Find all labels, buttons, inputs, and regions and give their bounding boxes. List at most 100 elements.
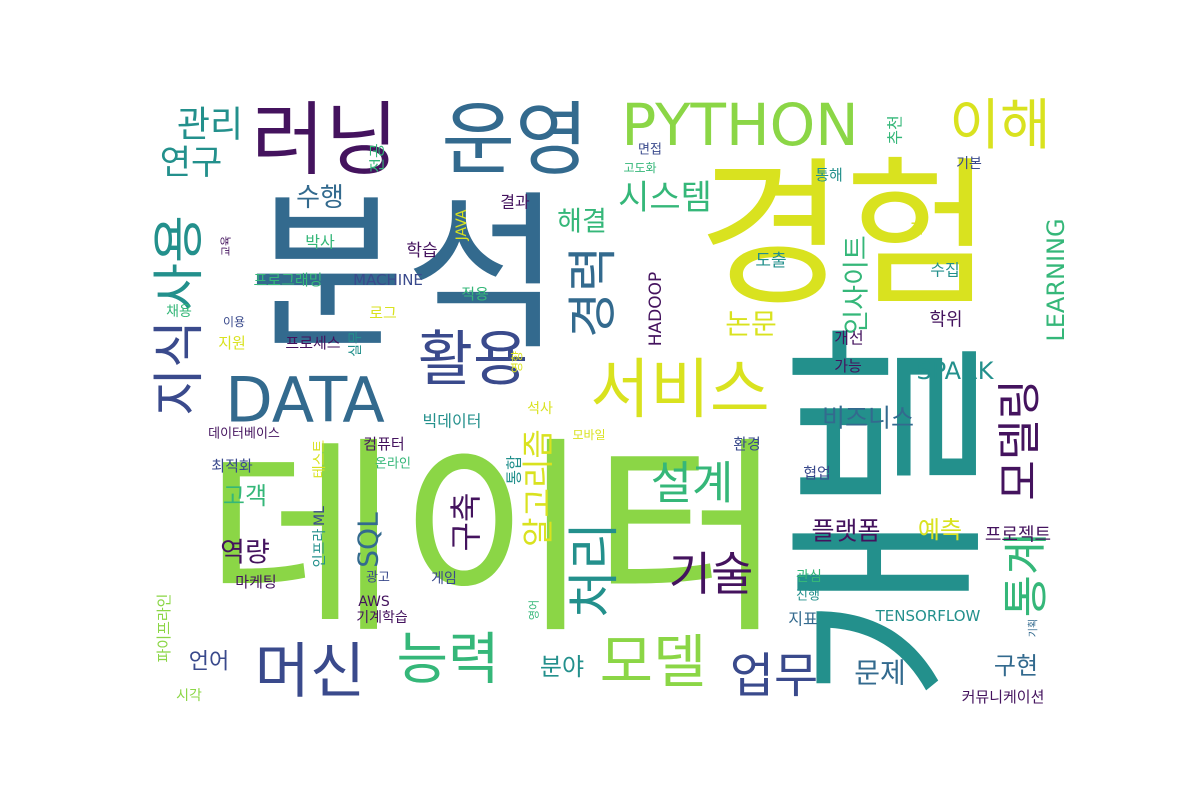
- word-76: 데이터베이스: [208, 427, 280, 442]
- word-81: 모바일: [572, 428, 605, 442]
- word-53: 도출: [755, 251, 786, 271]
- word-9: DATA: [225, 364, 385, 437]
- word-29: 수행: [296, 183, 344, 213]
- word-80: 온라인: [375, 457, 411, 472]
- word-47: 박사: [305, 233, 335, 252]
- word-28: 해결: [557, 207, 607, 238]
- word-7: PYTHON: [621, 91, 858, 159]
- word-95: 지표: [788, 610, 817, 629]
- word-13: 사용: [150, 215, 210, 311]
- word-100: 커뮤니케이션: [962, 688, 1045, 706]
- word-24: 통계: [999, 533, 1053, 618]
- word-60: 면접: [638, 143, 662, 158]
- word-16: 연구: [160, 143, 223, 183]
- word-69: 프로세스: [285, 334, 340, 352]
- word-11: 서비스: [590, 353, 769, 428]
- word-70: 로그: [369, 304, 397, 322]
- word-34: 논문: [725, 308, 777, 341]
- word-66: 채용: [166, 304, 192, 320]
- word-88: 광고: [366, 571, 390, 586]
- word-41: 프로젝트: [985, 525, 1051, 546]
- word-15: 관리: [177, 105, 243, 146]
- word-38: 비즈니스: [822, 404, 914, 433]
- word-82: 통합: [505, 455, 524, 485]
- word-12: 지식: [150, 320, 210, 416]
- word-18: 머신: [255, 637, 365, 707]
- word-3: 분석: [249, 176, 562, 374]
- word-83: 환경: [733, 435, 761, 453]
- word-36: LEARNING: [1042, 218, 1070, 341]
- word-44: 분야: [540, 653, 584, 681]
- word-32: 역량: [220, 538, 270, 569]
- word-39: 플랫폼: [811, 517, 880, 546]
- word-23: 설계: [651, 457, 734, 510]
- word-46: 학습: [406, 241, 437, 261]
- word-50: 프로그래밍: [253, 271, 322, 289]
- word-92: 영어: [528, 600, 541, 620]
- word-17: 능력: [396, 628, 499, 693]
- word-74: 빅데이터: [423, 412, 482, 431]
- word-87: 인프라: [312, 529, 328, 568]
- word-22: 기술: [669, 547, 754, 601]
- word-78: 테스트: [312, 440, 328, 479]
- word-56: 개선: [834, 329, 863, 348]
- word-91: 기계학습: [356, 610, 408, 626]
- word-26: 알고리즘: [519, 429, 557, 547]
- word-52: HADOOP: [646, 272, 666, 347]
- word-79: 컴퓨터: [363, 435, 404, 453]
- word-54: 수집: [930, 261, 959, 280]
- word-40: 예측: [918, 516, 962, 544]
- word-59: 기본: [956, 156, 982, 172]
- word-4: 경험: [698, 142, 992, 329]
- word-14: 경력: [564, 246, 622, 338]
- word-99: 시각: [176, 688, 202, 704]
- word-8: 이해: [949, 93, 1050, 157]
- word-98: 파이프라인: [155, 593, 173, 662]
- word-61: 고도화: [623, 161, 656, 175]
- word-72: 적용: [461, 285, 489, 303]
- word-93: 관심: [796, 569, 822, 585]
- word-51: MACHINE: [353, 271, 423, 289]
- word-6: 운영: [441, 94, 588, 187]
- word-35: 인사이트: [842, 235, 873, 334]
- word-43: 구현: [994, 652, 1038, 680]
- word-84: 협업: [803, 464, 831, 482]
- word-2: 개발: [773, 323, 1011, 700]
- word-58: 통해: [815, 166, 843, 184]
- word-86: ML: [312, 506, 328, 526]
- word-71: 실무: [348, 331, 364, 357]
- word-5: 러닝: [251, 94, 398, 187]
- word-94: 진행: [796, 588, 820, 604]
- word-68: 지원: [218, 334, 246, 352]
- word-49: JAVA: [454, 209, 470, 241]
- word-97: 기획: [1028, 619, 1040, 637]
- word-90: AWS: [358, 594, 390, 610]
- word-77: 최적화: [211, 457, 253, 475]
- word-10: 활용: [418, 325, 528, 395]
- word-55: 학위: [929, 310, 962, 331]
- word-62: 추천: [886, 115, 905, 144]
- word-21: 처리: [565, 522, 625, 618]
- word-96: TENSORFLOW: [875, 607, 981, 625]
- word-64: 전공: [368, 143, 387, 172]
- word-65: 교육: [220, 236, 233, 256]
- word-73: 영향: [510, 351, 524, 373]
- word-30: 구축: [447, 493, 485, 552]
- word-33: 고객: [223, 482, 267, 510]
- word-37: SPARK: [916, 357, 994, 385]
- word-42: 문제: [854, 657, 906, 690]
- word-19: 모델: [600, 628, 707, 696]
- word-63: AI: [910, 221, 926, 235]
- word-45: 언어: [189, 650, 229, 675]
- word-75: 석사: [527, 401, 553, 417]
- word-25: 모델링: [995, 379, 1046, 500]
- word-89: 게임: [431, 571, 457, 587]
- word-85: 마케팅: [235, 573, 276, 591]
- word-48: 결과: [500, 193, 530, 212]
- word-27: 시스템: [618, 178, 712, 218]
- word-57: 가능: [834, 357, 862, 375]
- word-67: 이용: [223, 315, 245, 329]
- word-31: SQL: [352, 512, 385, 568]
